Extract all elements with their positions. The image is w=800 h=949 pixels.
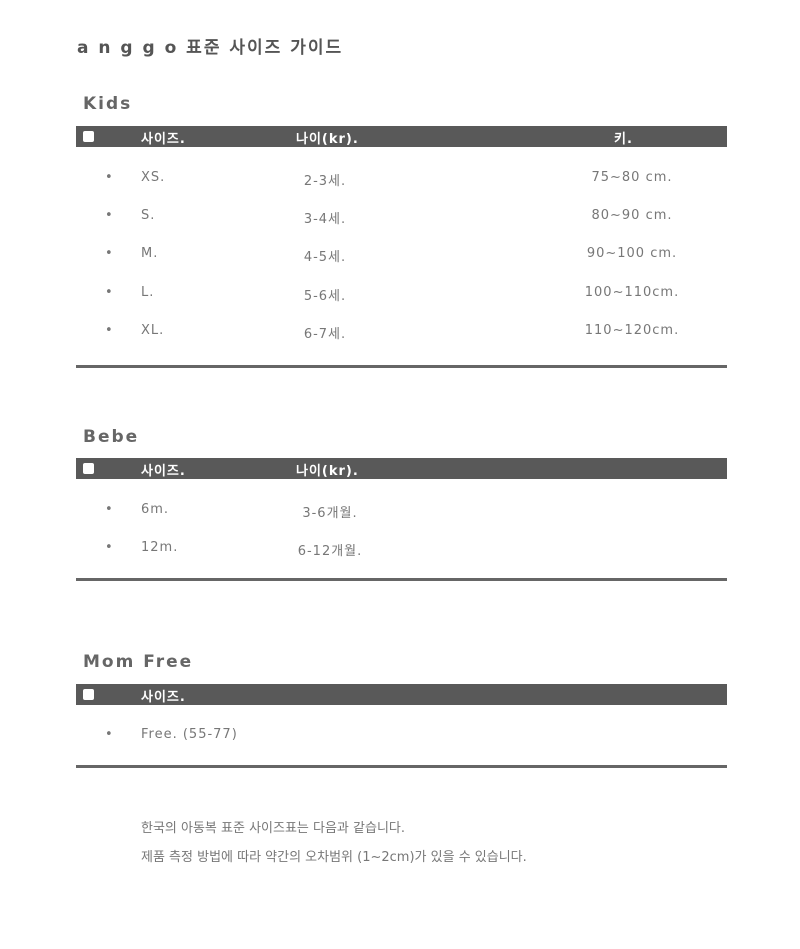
cell-age: 2-3세. xyxy=(303,174,347,189)
cell-age: 6-7세. xyxy=(303,327,347,342)
cell-size: 6m. xyxy=(141,502,170,517)
bullet: • xyxy=(105,727,114,742)
cell-height: 90~100 cm. xyxy=(586,246,678,261)
cell-age: 6-12개월. xyxy=(297,544,363,559)
note: 한국의 아동복 표준 사이즈표는 다음과 같습니다. xyxy=(141,821,405,836)
section-title-kids: Kids xyxy=(83,94,133,114)
header-size: 사이즈. xyxy=(141,132,186,147)
bullet: • xyxy=(105,170,114,185)
table-row: • L. 5-6세. 100~110cm. xyxy=(0,285,800,305)
table-row: • S. 3-4세. 80~90 cm. xyxy=(0,208,800,228)
cell-size: M. xyxy=(141,246,159,261)
table-row: • M. 4-5세. 90~100 cm. xyxy=(0,246,800,266)
note: 제품 측정 방법에 따라 약간의 오차범위 (1~2cm)가 있을 수 있습니다… xyxy=(141,850,527,865)
section-title-bebe: Bebe xyxy=(83,427,140,447)
header-height: 키. xyxy=(614,132,633,147)
cell-size: L. xyxy=(141,285,155,300)
cell-height: 100~110cm. xyxy=(584,285,680,300)
cell-age: 3-4세. xyxy=(303,212,347,227)
bullet: • xyxy=(105,246,114,261)
cell-age: 4-5세. xyxy=(303,250,347,265)
divider xyxy=(76,765,727,768)
bullet: • xyxy=(105,323,114,338)
cell-age: 5-6세. xyxy=(303,289,347,304)
cell-height: 80~90 cm. xyxy=(591,208,673,223)
mom-table-header: 사이즈. xyxy=(76,684,727,705)
cell-age: 3-6개월. xyxy=(302,506,358,521)
cell-size: XL. xyxy=(141,323,165,338)
divider xyxy=(76,578,727,581)
bullet: • xyxy=(105,540,114,555)
header-size: 사이즈. xyxy=(141,464,186,479)
divider xyxy=(76,365,727,368)
table-row: • Free. (55-77) xyxy=(0,727,800,747)
table-row: • 12m. 6-12개월. xyxy=(0,540,800,560)
header-size: 사이즈. xyxy=(141,690,186,705)
bebe-table-header: 사이즈. 나이(kr). xyxy=(76,458,727,479)
cell-size: XS. xyxy=(141,170,166,185)
page-title: a n g g o 표준 사이즈 가이드 xyxy=(77,38,344,58)
table-row: • 6m. 3-6개월. xyxy=(0,502,800,522)
cell-size: 12m. xyxy=(141,540,179,555)
header-age: 나이(kr). xyxy=(296,132,359,147)
square-icon xyxy=(83,131,94,142)
cell-height: 110~120cm. xyxy=(584,323,680,338)
bullet: • xyxy=(105,285,114,300)
cell-size: S. xyxy=(141,208,156,223)
table-row: • XL. 6-7세. 110~120cm. xyxy=(0,323,800,343)
kids-table-header: 사이즈. 나이(kr). 키. xyxy=(76,126,727,147)
square-icon xyxy=(83,463,94,474)
bullet: • xyxy=(105,208,114,223)
square-icon xyxy=(83,689,94,700)
section-title-mom: Mom Free xyxy=(83,652,194,672)
table-row: • XS. 2-3세. 75~80 cm. xyxy=(0,170,800,190)
cell-height: 75~80 cm. xyxy=(591,170,673,185)
cell-size: Free. (55-77) xyxy=(141,727,238,742)
bullet: • xyxy=(105,502,114,517)
header-age: 나이(kr). xyxy=(296,464,359,479)
